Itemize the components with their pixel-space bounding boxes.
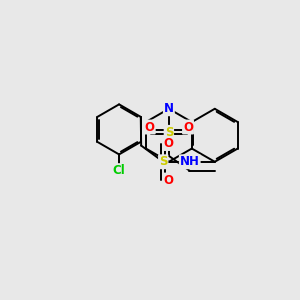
Text: Cl: Cl bbox=[113, 164, 125, 177]
Text: NH: NH bbox=[180, 155, 200, 168]
Text: S: S bbox=[165, 126, 173, 139]
Text: O: O bbox=[145, 121, 155, 134]
Text: O: O bbox=[164, 137, 174, 150]
Text: O: O bbox=[183, 121, 193, 134]
Text: O: O bbox=[164, 173, 174, 187]
Text: N: N bbox=[164, 102, 174, 115]
Text: S: S bbox=[159, 155, 167, 168]
